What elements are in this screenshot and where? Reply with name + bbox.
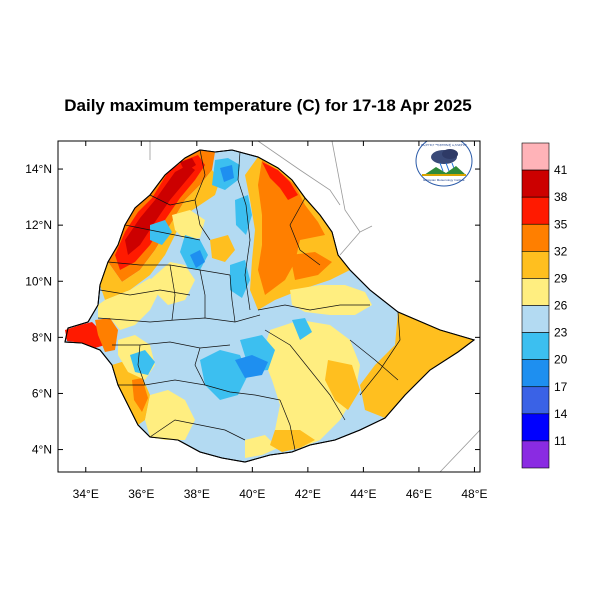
zone-35-gambella [65, 322, 105, 348]
zone-20-west [130, 350, 155, 375]
colorbar-swatch [521, 169, 550, 198]
zone-29-west [100, 170, 220, 300]
lat-tick-label: 12°N [25, 218, 52, 232]
logo-text-top: የኢትዮጵያ ሚቲዎሮሎጂ ኢንስቲትዩት [421, 143, 468, 147]
colorbar-label: 17 [554, 380, 568, 394]
lon-tick-label: 40°E [239, 487, 265, 501]
colorbar-label: 11 [554, 434, 567, 448]
colorbar: 41 38 35 32 29 26 23 20 17 14 11 [521, 142, 568, 469]
zone-29-borena [270, 430, 315, 452]
lon-tick-label: 34°E [73, 487, 99, 501]
lon-tick-label: 48°E [461, 487, 487, 501]
zone-17-lake-tana [190, 250, 205, 268]
zone-26-south-tip [245, 435, 278, 458]
colorbar-swatch [521, 142, 550, 171]
zone-32-southwest [132, 378, 148, 412]
lat-tick-label: 8°N [32, 330, 52, 344]
colorbar-swatch [521, 223, 550, 252]
map-body: የኢትዮጵያ ሚቲዎሮሎጂ ኢንስቲትዩት Ethiopian Meteorol… [64, 141, 480, 472]
colorbar-swatch [521, 386, 550, 415]
zone-29-south-centre [325, 360, 360, 410]
institute-logo: የኢትዮጵያ ሚቲዎሮሎጂ ኢንስቲትዩት Ethiopian Meteorol… [415, 141, 473, 187]
lat-tick-label: 6°N [32, 386, 52, 400]
zone-26-south-central [145, 390, 195, 440]
colorbar-swatch [521, 278, 550, 306]
colorbar-label: 35 [554, 217, 568, 231]
colorbar-label: 29 [554, 271, 568, 285]
lon-tick-label: 38°E [184, 487, 210, 501]
colorbar-swatch [521, 332, 550, 360]
zone-38-west [125, 165, 195, 255]
temperature-field [65, 150, 474, 458]
latitude-axis: 14°N 12°N 10°N 8°N 6°N 4°N [25, 162, 480, 457]
colorbar-swatch [521, 196, 550, 225]
zone-29-ogaden [360, 312, 474, 418]
colorbar-label: 14 [554, 407, 568, 421]
zone-38-north [180, 158, 196, 172]
lat-tick-label: 14°N [25, 162, 52, 176]
zone-26-central-high [172, 210, 205, 240]
zone-32-afar-south [290, 252, 332, 280]
colorbar-label: 26 [554, 299, 568, 313]
colorbar-swatch [521, 440, 550, 469]
zone-17-bale-mountains [235, 355, 268, 378]
zone-29-central [210, 235, 235, 262]
colorbar-label: 32 [554, 244, 568, 258]
zone-20-east-amhara [235, 195, 252, 235]
neighbor-borders [149, 141, 480, 472]
lat-tick-label: 10°N [25, 274, 52, 288]
colorbar-label: 23 [554, 326, 568, 340]
longitude-axis: 34°E 36°E 38°E 40°E 42°E 44°E 46°E 48°E [73, 141, 488, 501]
logo-text-bottom: Ethiopian Meteorology Institute [423, 178, 465, 182]
admin-boundaries [97, 149, 401, 451]
colorbar-swatch [521, 413, 550, 442]
colorbar-label: 38 [554, 190, 568, 204]
lat-tick-label: 4°N [32, 443, 52, 457]
zone-35-danakil [262, 162, 298, 200]
lon-tick-label: 36°E [128, 487, 154, 501]
map-title: Daily maximum temperature (C) for 17-18 … [64, 96, 472, 115]
zone-20-shewa [230, 260, 250, 298]
zone-20-bale [292, 318, 312, 340]
zone-20-south-highland [200, 350, 248, 400]
lon-tick-label: 42°E [295, 487, 321, 501]
colorbar-label: 20 [554, 353, 568, 367]
lon-tick-label: 44°E [350, 487, 376, 501]
country-outline [64, 149, 476, 463]
colorbar-swatch [521, 305, 550, 333]
lon-tick-label: 46°E [406, 487, 432, 501]
zone-17-north [220, 165, 234, 182]
map-border [57, 140, 481, 473]
zone-26-west-lowland [98, 278, 160, 330]
zone-32-gambella [95, 318, 118, 352]
colorbar-swatch [521, 359, 550, 388]
zone-32-east [258, 160, 325, 295]
zone-26-southeast [262, 320, 360, 450]
colorbar-swatch [521, 251, 550, 279]
colorbar-label: 41 [554, 163, 568, 177]
zone-26-somali-north [290, 285, 372, 315]
